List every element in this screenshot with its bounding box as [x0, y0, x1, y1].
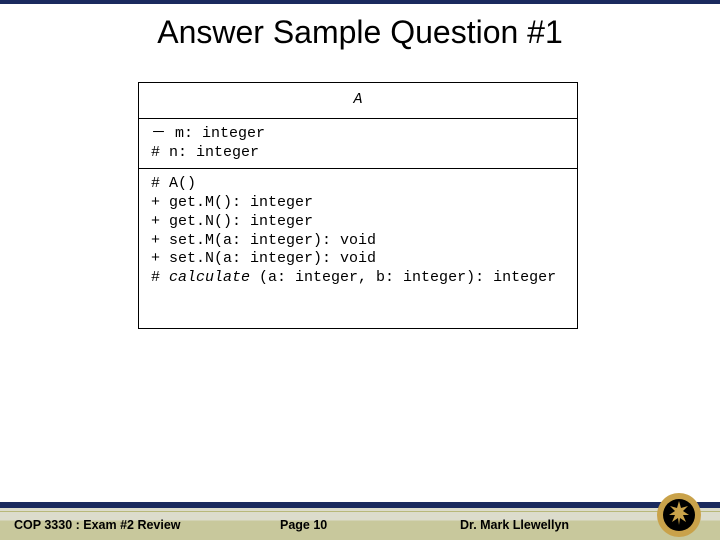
uml-method: + set.N(a: integer): void [151, 250, 565, 269]
uml-method-suffix: (a: integer, b: integer): integer [250, 269, 556, 286]
footer-author: Dr. Mark Llewellyn [460, 518, 569, 532]
slide-footer: COP 3330 : Exam #2 Review Page 10 Dr. Ma… [0, 502, 720, 540]
footer-page: Page 10 [280, 518, 327, 532]
slide: Answer Sample Question #1 A － m: integer… [0, 0, 720, 540]
uml-method: + get.N(): integer [151, 213, 565, 232]
uml-methods-section: # A() + get.M(): integer + get.N(): inte… [139, 169, 577, 328]
ucf-logo-icon [656, 492, 702, 538]
uml-method: # A() [151, 175, 565, 194]
uml-method: + set.M(a: integer): void [151, 232, 565, 251]
uml-method-calculate: # calculate (a: integer, b: integer): in… [151, 269, 565, 288]
uml-method: + get.M(): integer [151, 194, 565, 213]
uml-attributes-section: － m: integer # n: integer [139, 119, 577, 170]
uml-class-name: A [139, 83, 577, 119]
uml-class-box: A － m: integer # n: integer # A() + get.… [138, 82, 578, 329]
uml-method-prefix: # [151, 269, 169, 286]
footer-course: COP 3330 : Exam #2 Review [14, 518, 181, 532]
slide-title: Answer Sample Question #1 [0, 14, 720, 51]
uml-attribute: # n: integer [151, 144, 565, 163]
uml-attribute: － m: integer [151, 125, 565, 144]
uml-method-name-italic: calculate [169, 269, 250, 286]
